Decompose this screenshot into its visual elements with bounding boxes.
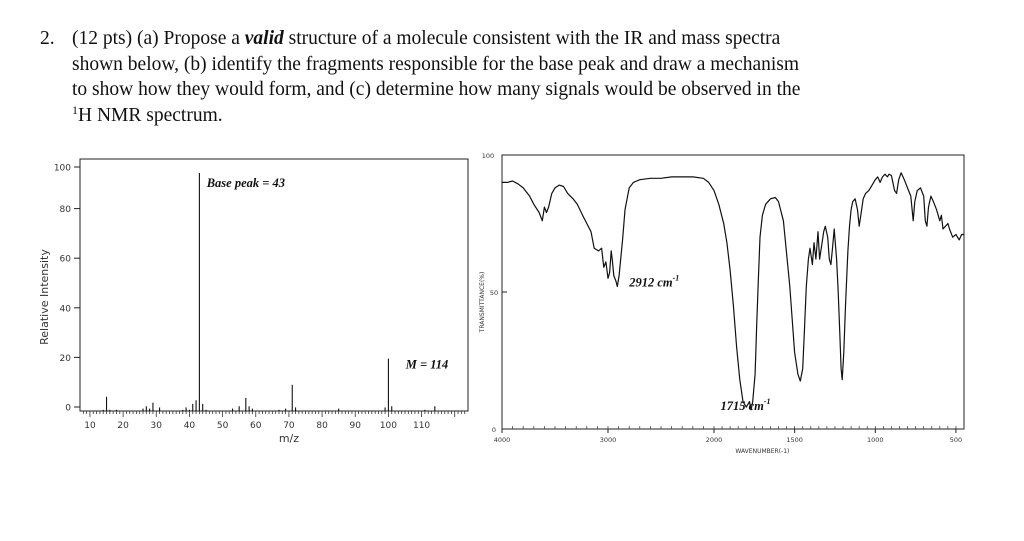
ms-y-tick-label: 80 (60, 205, 72, 215)
ms-x-tick-label: 30 (151, 421, 163, 431)
ir-x-tick-label: 2000 (706, 436, 723, 444)
mass-spectrum-chart: 0 20 40 60 80 100 10 20 30 40 50 60 70 80 90 100 110 m/z R… (38, 158, 469, 445)
ms-base-peak-label: Base peak = 43 (206, 176, 285, 190)
ms-y-tick-label: 0 (65, 404, 71, 414)
nmr-superscript: 1 (72, 102, 78, 117)
ir-frame (501, 154, 965, 430)
ms-x-tick-label: 50 (217, 421, 229, 431)
question-body: (12 pts) (a) Propose a valid structure o… (72, 26, 932, 128)
ms-x-tick-label: 20 (117, 421, 129, 431)
ms-x-axis-label: m/z (279, 432, 299, 445)
ms-x-tick-label: 40 (184, 421, 196, 431)
ms-plot-area: 0 20 40 60 80 100 10 20 30 40 50 60 70 80 90 100 110 m/z R… (38, 158, 469, 445)
question-line-1-suffix: structure of a molecule consistent with … (288, 28, 781, 49)
question-line-2: shown below, (b) identify the fragments … (72, 53, 800, 75)
question-line-4: 1H NMR spectrum. (72, 103, 932, 129)
ir-annotation-1715: 1715 cm-1 (720, 397, 770, 413)
ms-x-tick-label: 90 (350, 421, 362, 431)
ir-y-tick-label: 50 (490, 289, 498, 297)
ms-x-tick-label: 70 (283, 421, 295, 431)
ms-molecular-ion-label: M = 114 (405, 357, 449, 371)
ms-y-tick-label: 40 (60, 304, 72, 314)
ir-annotation-superscript: -1 (673, 274, 680, 283)
ir-plot-area: 0 50 100 4000 3000 2000 1500 1000 500 WAVENUMBER(… (479, 152, 965, 455)
ir-x-tick-label: 3000 (600, 436, 617, 444)
ir-spectrum-chart: 0 50 100 4000 3000 2000 1500 1000 500 WAVENUMBER(… (479, 152, 965, 455)
ir-x-tick-label: 4000 (494, 436, 511, 444)
question-line-4-text: H NMR spectrum. (78, 104, 223, 126)
ir-x-tick-label: 1000 (867, 436, 884, 444)
ir-x-tick-label: 500 (950, 436, 962, 444)
ms-y-tick-label: 60 (60, 255, 72, 265)
ms-x-tick-label: 100 (380, 421, 397, 431)
ir-annotation-superscript: -1 (764, 397, 771, 406)
ms-x-tick-label: 80 (316, 421, 328, 431)
ir-annotation-2912: 2912 cm-1 (628, 274, 679, 290)
question-line-1: (12 pts) (a) Propose a valid structure o… (72, 26, 932, 52)
ms-frame (79, 158, 469, 412)
question-line-3: to show how they would form, and (c) det… (72, 79, 801, 100)
ir-y-tick-label: 100 (482, 152, 494, 160)
question-line-1-prefix: (12 pts) (a) Propose a (72, 28, 240, 49)
ms-y-axis-label: Relative Intensity (38, 249, 51, 345)
ir-y-tick-label: 0 (492, 426, 496, 434)
question-number: 2. (40, 28, 55, 49)
ms-y-tick-label: 20 (60, 354, 72, 364)
ms-x-tick-label: 10 (84, 421, 96, 431)
question-emphasis: valid (244, 28, 284, 49)
ms-x-tick-label: 60 (250, 421, 262, 431)
ir-y-axis-label: TRANSMITTANCE(%) (479, 272, 486, 334)
ir-x-axis-label: WAVENUMBER(-1) (735, 448, 789, 455)
ms-y-tick-label: 100 (54, 164, 71, 174)
ir-x-tick-label: 1500 (786, 436, 803, 444)
ms-x-tick-label: 110 (413, 421, 430, 431)
ir-series-line (502, 172, 964, 411)
